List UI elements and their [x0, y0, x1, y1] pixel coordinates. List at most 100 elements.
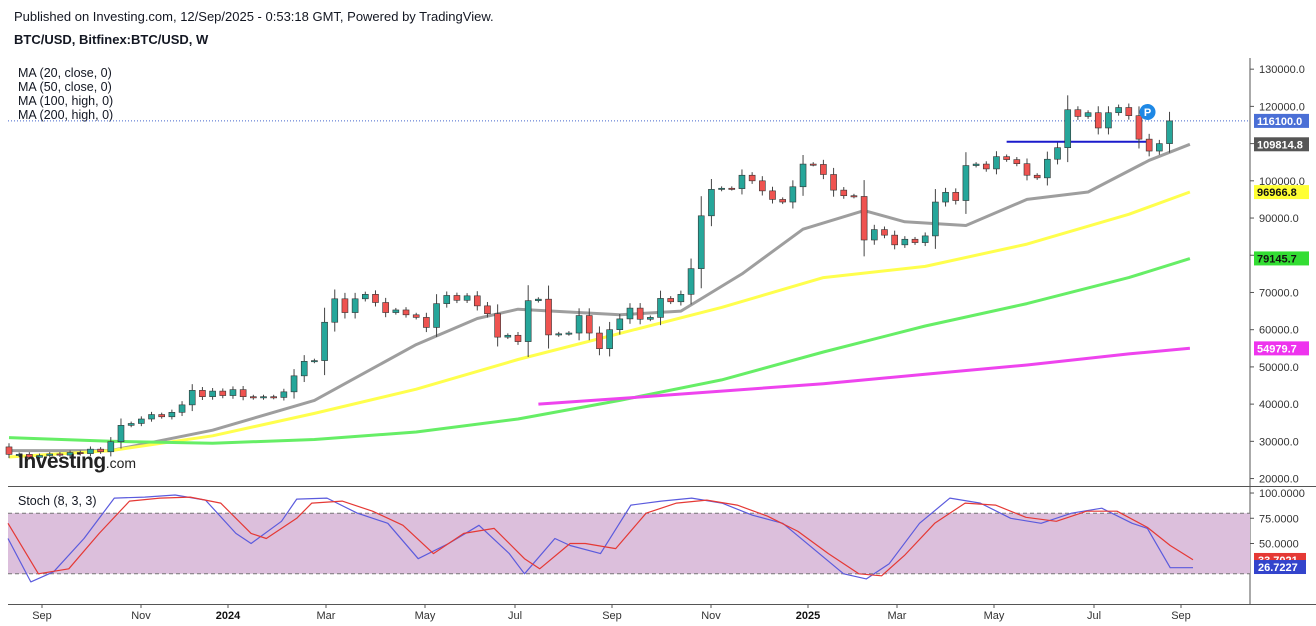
price-tag-label: 79145.7	[1257, 253, 1297, 265]
time-tick-label: Sep	[1171, 610, 1191, 622]
price-tick-label: 90000.0	[1259, 213, 1299, 225]
price-tick-label: 120000.0	[1259, 101, 1305, 113]
candle-body	[993, 156, 1000, 170]
candle-body	[972, 163, 980, 166]
time-tick-label: Jul	[1087, 610, 1101, 622]
candle-body	[280, 391, 288, 398]
time-tick-label: Nov	[701, 610, 721, 622]
stoch-line-pct-k	[7, 494, 1193, 583]
candle-body	[484, 305, 491, 314]
candle-body	[392, 309, 400, 313]
time-tick-label: Sep	[32, 610, 52, 622]
ma-line-4	[538, 346, 1191, 406]
candle-body	[158, 414, 165, 418]
candle-body	[606, 329, 613, 349]
candle-body	[250, 396, 257, 399]
price-tag-label: 54979.7	[1257, 343, 1297, 355]
candle-body	[423, 317, 430, 328]
candle-body	[351, 298, 359, 313]
candle-body	[911, 238, 919, 243]
candle-body	[361, 294, 369, 300]
candle-body	[168, 412, 176, 418]
candle-body	[565, 332, 573, 335]
time-tick-label: 2024	[216, 610, 241, 622]
time-tick-label: Nov	[131, 610, 151, 622]
candle-body	[341, 298, 349, 313]
stoch-band	[8, 513, 1250, 574]
candle-body	[453, 295, 461, 301]
candle-body	[290, 375, 298, 393]
candle-body	[219, 390, 227, 396]
candle-body	[148, 414, 155, 420]
time-tick-label: Sep	[602, 610, 622, 622]
candle-body	[382, 302, 389, 313]
candle-body	[1084, 112, 1092, 117]
symbol-title: BTC/USD, Bitfinex:BTC/USD, W	[14, 32, 209, 47]
candle-body	[901, 238, 909, 246]
candle-body	[585, 315, 593, 334]
investing-logo: Investing.com	[18, 450, 136, 474]
candle-body	[809, 163, 817, 166]
p-marker-icon	[1139, 104, 1156, 120]
price-tag-box	[1254, 185, 1309, 200]
candle-body	[891, 234, 898, 246]
candle-body	[687, 268, 695, 295]
candle-body	[1054, 147, 1061, 160]
candle-body	[1074, 109, 1082, 117]
price-tick-label: 100000.0	[1259, 176, 1305, 188]
candle-body	[667, 298, 675, 303]
candle-body	[504, 334, 512, 338]
candle-body	[545, 298, 552, 336]
candle-body	[331, 298, 339, 323]
ma-line-2	[8, 190, 1191, 459]
candle-body	[97, 448, 104, 453]
stoch-tick-label: 100.0000	[1259, 488, 1305, 500]
candle-body	[36, 455, 43, 458]
candle-body	[982, 163, 990, 170]
price-tick-label: 20000.0	[1259, 474, 1299, 486]
candle-body	[657, 298, 664, 318]
candle-body	[820, 164, 827, 175]
candle-body	[402, 309, 410, 316]
candle-body	[311, 360, 318, 363]
candle-body	[555, 333, 563, 336]
legend-ma20[interactable]: MA (20, close, 0)	[18, 66, 112, 80]
time-tick-label: Jul	[508, 610, 522, 622]
candle-body	[575, 315, 583, 334]
candle-body	[769, 190, 776, 200]
candle-body	[1023, 163, 1031, 176]
time-tick-label: Mar	[317, 610, 336, 622]
candle-body	[494, 313, 501, 338]
stoch-tick-label: 75.0000	[1259, 513, 1299, 525]
logo-main: Investing	[18, 450, 106, 473]
price-tick-label: 60000.0	[1259, 325, 1299, 337]
time-tick-label: May	[415, 610, 436, 622]
candle-body	[443, 295, 451, 304]
candle-body	[738, 174, 746, 189]
candle-body	[229, 389, 237, 396]
candle-body	[26, 454, 33, 458]
price-tag-label: 116100.0	[1257, 116, 1302, 128]
candle-body	[840, 189, 848, 197]
p-marker-label: P	[1144, 107, 1151, 119]
candle-body	[850, 195, 858, 198]
candle-body	[921, 235, 929, 243]
legend-ma100[interactable]: MA (100, high, 0)	[18, 94, 114, 108]
candle-body	[535, 298, 542, 301]
logo-suffix: .com	[105, 455, 137, 471]
candle-body	[799, 163, 807, 188]
candle-body	[199, 390, 206, 397]
legend-ma200[interactable]: MA (200, high, 0)	[18, 108, 114, 122]
candle-body	[677, 294, 685, 303]
candle-body	[748, 174, 756, 182]
candle-body	[473, 295, 481, 307]
legend-ma50[interactable]: MA (50, close, 0)	[18, 80, 112, 94]
ma-line-1	[9, 142, 1191, 453]
candle-body	[952, 192, 960, 201]
candle-body	[270, 396, 277, 399]
candle-body	[1115, 107, 1122, 114]
candle-body	[209, 390, 216, 397]
candle-body	[117, 425, 125, 443]
candle-body	[76, 452, 84, 455]
